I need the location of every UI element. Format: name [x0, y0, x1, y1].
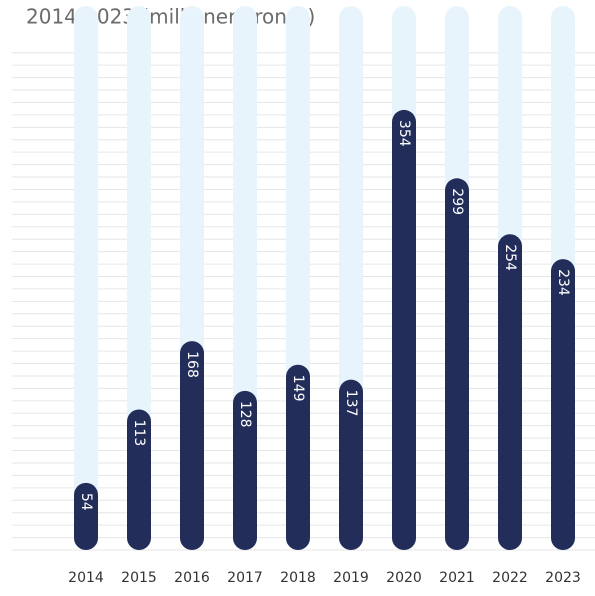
bar — [339, 379, 363, 550]
bar — [74, 482, 98, 550]
x-tick-label: 2015 — [121, 570, 157, 586]
value-label: 234 — [555, 269, 571, 296]
x-tick-label: 2019 — [333, 570, 369, 586]
value-label: 254 — [502, 244, 518, 271]
x-tick-label: 2017 — [227, 570, 263, 586]
value-label: 299 — [449, 188, 465, 215]
value-label: 128 — [237, 401, 253, 428]
x-tick-label: 2021 — [439, 570, 475, 586]
bar — [445, 178, 469, 550]
bar — [498, 234, 522, 550]
x-tick-label: 2014 — [68, 570, 104, 586]
value-label: 168 — [184, 351, 200, 378]
x-tick-label: 2020 — [386, 570, 422, 586]
bar — [127, 409, 151, 550]
chart-title: 2014-2023 (millioner kroner) — [26, 5, 315, 29]
x-tick-label: 2023 — [545, 570, 581, 586]
value-label: 137 — [343, 390, 359, 417]
bar — [180, 341, 204, 550]
x-tick-label: 2016 — [174, 570, 210, 586]
x-tick-label: 2022 — [492, 570, 528, 586]
bar — [233, 390, 257, 550]
value-label: 149 — [290, 375, 306, 402]
bar-background — [74, 6, 98, 550]
bar — [392, 109, 416, 550]
value-label: 354 — [396, 120, 412, 147]
x-tick-label: 2018 — [280, 570, 316, 586]
value-label: 54 — [78, 493, 94, 511]
bar — [551, 259, 575, 550]
bar — [286, 364, 310, 550]
value-label: 113 — [131, 420, 147, 447]
